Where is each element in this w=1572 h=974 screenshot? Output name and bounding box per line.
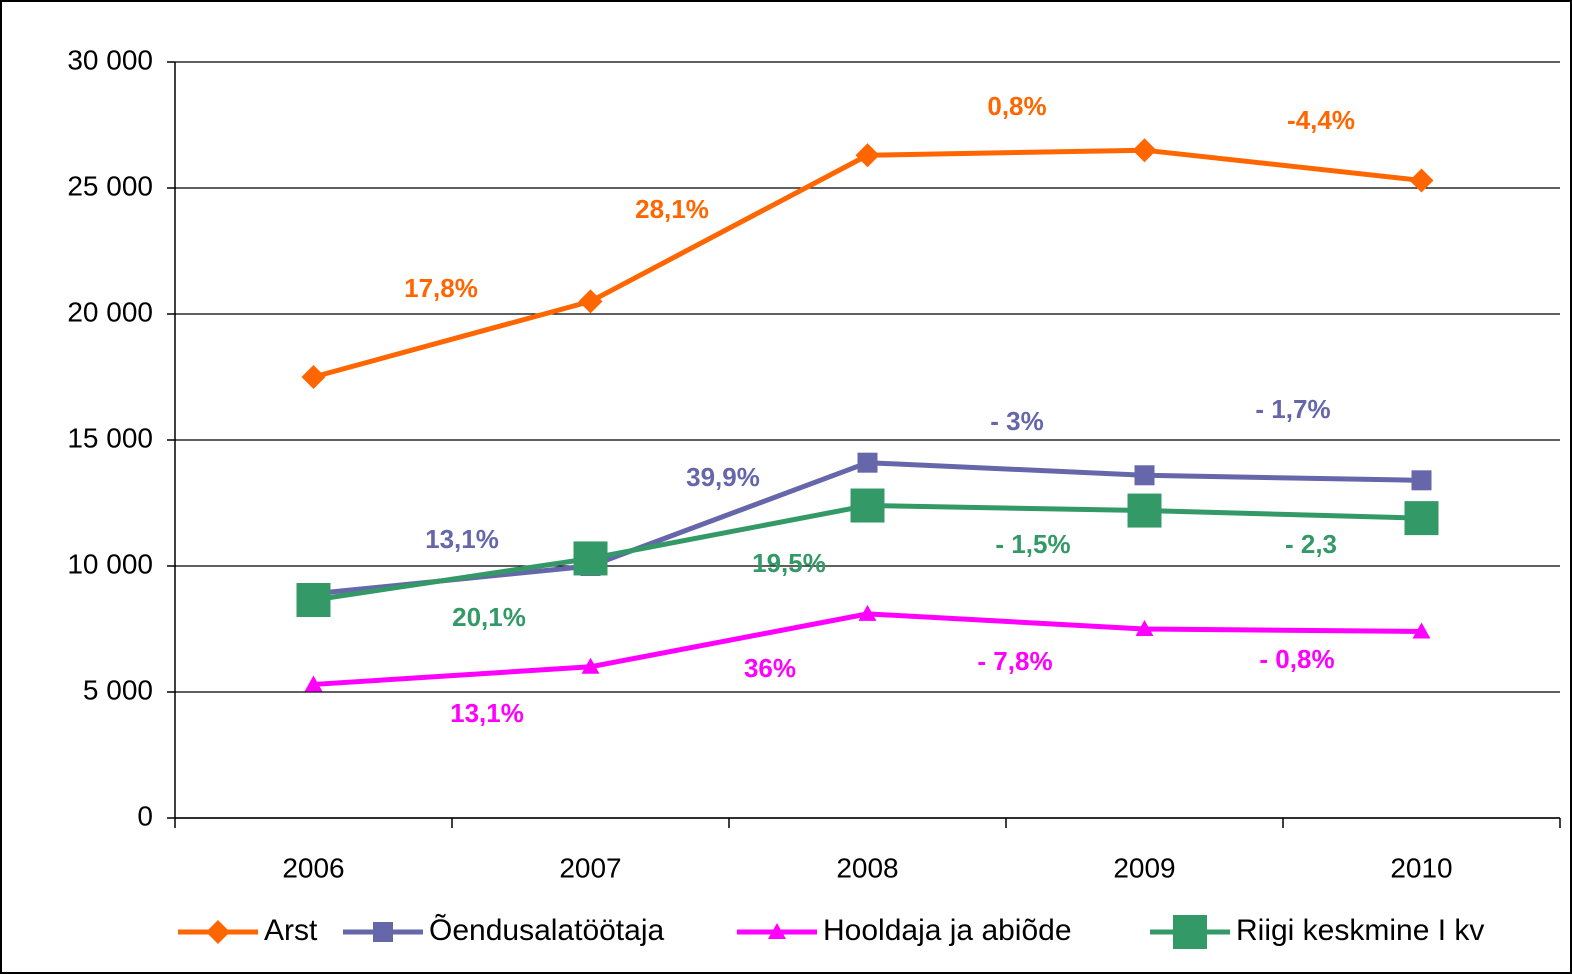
legend-label: Hooldaja ja abiõde: [823, 914, 1072, 947]
legend-label: Arst: [264, 914, 318, 947]
y-tick-label: 30 000: [67, 44, 153, 75]
x-tick-label: 2006: [282, 852, 344, 883]
annotation: 0,8%: [987, 91, 1046, 121]
annotation: 19,5%: [752, 548, 826, 578]
marker: [850, 488, 885, 523]
marker: [858, 604, 877, 621]
marker: [1411, 470, 1432, 491]
marker: [1404, 501, 1439, 536]
marker: [573, 541, 608, 576]
marker: [1134, 465, 1155, 486]
y-tick-label: 25 000: [67, 170, 153, 201]
y-tick-label: 15 000: [67, 422, 153, 453]
marker: [304, 675, 323, 692]
marker: [1132, 138, 1157, 163]
annotation: - 2,3: [1285, 529, 1337, 559]
marker: [1409, 168, 1434, 193]
y-tick-label: 0: [137, 800, 153, 831]
annotation: 20,1%: [452, 602, 526, 632]
marker: [1127, 493, 1162, 528]
x-tick-label: 2010: [1390, 852, 1452, 883]
x-tick-label: 2009: [1113, 852, 1175, 883]
annotation: - 0,8%: [1259, 644, 1334, 674]
marker: [1135, 620, 1154, 636]
marker: [206, 920, 230, 944]
y-tick-label: 20 000: [67, 296, 153, 327]
marker: [301, 365, 326, 389]
annotation: -4,4%: [1287, 105, 1355, 135]
annotation: - 1,5%: [995, 529, 1070, 559]
annotation: 28,1%: [635, 194, 709, 224]
annotation: 17,8%: [404, 273, 478, 303]
marker: [768, 923, 786, 939]
legend-label: Õendusalatöötaja: [429, 913, 664, 947]
annotation: 13,1%: [450, 698, 524, 728]
x-tick-label: 2007: [559, 852, 621, 883]
annotation: - 1,7%: [1255, 394, 1330, 424]
marker: [373, 922, 393, 942]
marker: [578, 289, 603, 314]
marker: [581, 657, 600, 674]
x-tick-label: 2008: [836, 852, 898, 883]
marker: [857, 452, 878, 473]
marker: [1173, 915, 1207, 949]
annotation: - 7,8%: [977, 646, 1052, 676]
y-tick-label: 5 000: [83, 674, 153, 705]
y-tick-label: 10 000: [67, 548, 153, 579]
annotation: 36%: [744, 653, 796, 683]
annotation: 39,9%: [686, 462, 760, 492]
marker: [296, 583, 331, 618]
marker: [855, 143, 880, 168]
legend-label: Riigi keskmine I kv: [1236, 914, 1484, 947]
annotation: - 3%: [990, 406, 1043, 436]
annotation: 13,1%: [425, 524, 499, 554]
marker: [1412, 622, 1431, 639]
